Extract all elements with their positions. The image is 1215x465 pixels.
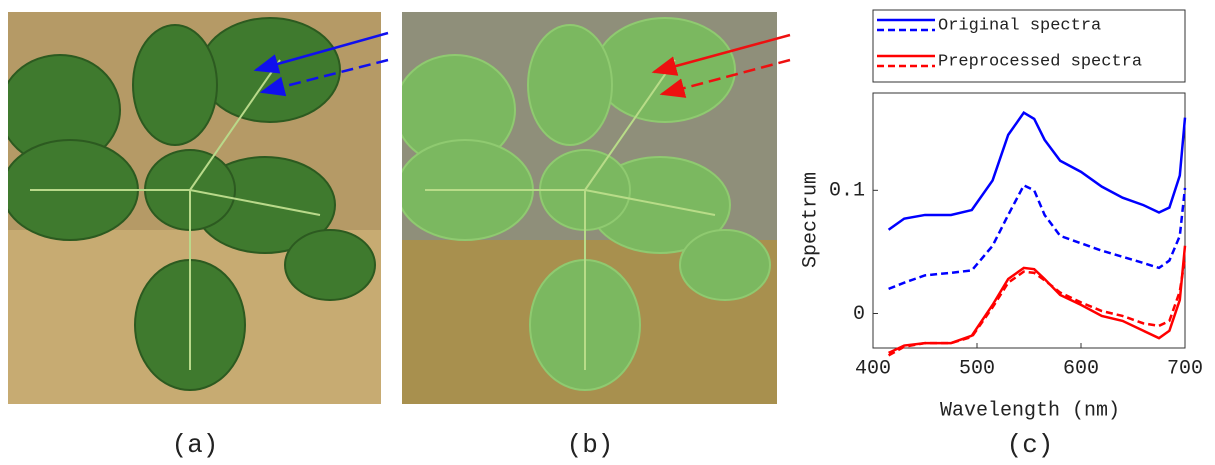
- x-tick-label: 600: [1063, 357, 1099, 380]
- x-tick-label: 500: [959, 357, 995, 380]
- page: (a) (b) (c) Wavelength (nm) Spectrum 400…: [0, 0, 1215, 465]
- y-tick-label: 0.1: [829, 180, 865, 203]
- photo-rgb: [0, 12, 381, 404]
- y-axis-label: Spectrum: [799, 172, 822, 268]
- caption: (c): [1007, 430, 1054, 460]
- caption: (b): [567, 430, 614, 460]
- x-axis-label: Wavelength (nm): [940, 399, 1120, 422]
- figure: (a) (b) (c) Wavelength (nm) Spectrum 400…: [0, 0, 1215, 465]
- y-tick-label: 0: [853, 303, 865, 326]
- x-tick-label: 400: [855, 357, 891, 380]
- legend-label: Original spectra: [938, 16, 1101, 35]
- photo-false-color: [395, 12, 777, 404]
- x-tick-label: 700: [1167, 357, 1203, 380]
- caption: (a): [172, 430, 219, 460]
- legend-label: Preprocessed spectra: [938, 52, 1142, 71]
- plot-frame: [873, 93, 1185, 348]
